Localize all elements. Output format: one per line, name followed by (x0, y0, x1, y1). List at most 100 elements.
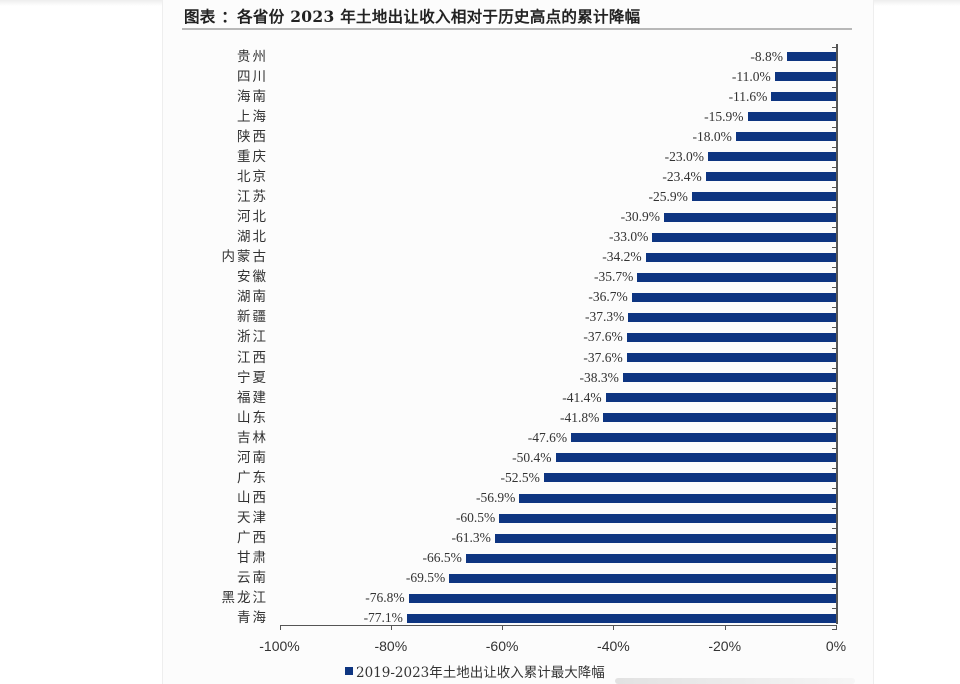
value-label: -41.4% (562, 389, 602, 405)
value-label: -25.9% (648, 188, 688, 204)
category-label: 宁夏 (237, 369, 268, 386)
y-tick (832, 66, 836, 68)
category-label: 广西 (237, 530, 268, 547)
x-tick (502, 625, 504, 630)
y-tick (832, 86, 836, 88)
value-label: -66.5% (422, 550, 462, 566)
bar (494, 533, 836, 543)
x-tick-label: 0% (825, 638, 847, 654)
value-label: -37.6% (583, 329, 623, 345)
category-label: 浙江 (237, 329, 268, 346)
y-axis-line (836, 44, 838, 624)
value-label: -69.5% (405, 570, 446, 586)
category-label: 吉林 (237, 429, 268, 446)
category-label: 重庆 (237, 148, 268, 165)
bar (543, 473, 836, 483)
bar (603, 413, 836, 423)
y-tick (832, 347, 836, 349)
bar (747, 112, 836, 122)
y-tick (832, 407, 836, 409)
y-tick (832, 247, 836, 249)
category-label: 新疆 (237, 309, 268, 326)
category-label: 黑龙江 (221, 590, 268, 607)
bar (519, 493, 836, 503)
category-label: 江西 (237, 349, 268, 366)
value-label: -23.4% (662, 168, 702, 184)
category-label: 湖南 (237, 289, 268, 306)
y-tick (832, 568, 836, 570)
value-label: -76.8% (365, 590, 405, 606)
bar (637, 272, 836, 282)
title-underline (182, 28, 852, 30)
category-label: 天津 (237, 510, 268, 527)
watermark (615, 678, 855, 684)
value-label: -11.6% (728, 88, 768, 104)
value-label: -33.0% (608, 229, 649, 245)
x-tick (613, 625, 615, 630)
category-label: 陕西 (237, 128, 268, 145)
value-label: -34.2% (602, 249, 642, 265)
y-tick (832, 186, 836, 188)
bar (691, 192, 836, 202)
value-label: -56.9% (475, 490, 516, 506)
category-label: 河北 (237, 209, 268, 226)
bar (499, 513, 836, 523)
y-tick (832, 106, 836, 108)
category-label: 广东 (237, 469, 268, 486)
category-label: 福建 (237, 389, 268, 406)
x-tick-label: -60% (485, 638, 519, 654)
value-label: -52.5% (500, 469, 540, 485)
category-label: 云南 (237, 570, 268, 587)
bar (771, 92, 836, 102)
category-label: 四川 (237, 68, 268, 85)
y-tick (832, 307, 836, 309)
bar (465, 553, 836, 563)
bar (645, 252, 836, 262)
bar (652, 232, 836, 242)
chart-title: 图表 ：各省份 2023 年土地出让收入相对于历史高点的累计降幅 (184, 7, 641, 26)
bar (664, 212, 836, 222)
legend-label: 2019-2023年土地出让收入累计最大降幅 (356, 665, 605, 681)
value-label: -61.3% (451, 530, 491, 546)
category-label: 海南 (237, 88, 268, 105)
value-label: -37.3% (585, 309, 625, 325)
y-tick (832, 327, 836, 329)
category-label: 江苏 (237, 188, 268, 205)
value-label: -77.1% (363, 610, 403, 626)
bar (626, 332, 836, 342)
y-tick (832, 427, 836, 429)
value-label: -50.4% (512, 449, 552, 465)
value-label: -38.3% (579, 369, 619, 385)
y-tick (832, 146, 836, 148)
y-tick (832, 287, 836, 289)
legend: 2019-2023年土地出让收入累计最大降幅 (345, 661, 605, 681)
bar (735, 132, 836, 142)
category-label: 上海 (237, 108, 268, 125)
bar (774, 72, 836, 82)
y-tick (832, 548, 836, 550)
value-label: -18.0% (692, 128, 732, 144)
y-tick (832, 628, 836, 630)
bar (631, 292, 836, 302)
y-tick (832, 227, 836, 229)
bar (628, 312, 836, 322)
bar (449, 573, 836, 583)
value-label: -23.0% (664, 148, 704, 164)
category-label: 湖北 (237, 229, 268, 246)
bar (705, 172, 836, 182)
y-tick (832, 488, 836, 490)
bar (787, 52, 836, 61)
x-tick-label: -80% (374, 638, 408, 654)
y-tick (832, 508, 836, 510)
x-tick (390, 625, 392, 630)
y-tick (832, 207, 836, 209)
y-tick (832, 608, 836, 610)
y-tick (832, 447, 836, 449)
x-tick (836, 625, 837, 630)
x-tick (724, 625, 726, 630)
category-label: 甘肃 (237, 550, 268, 567)
bar (708, 152, 836, 162)
value-label: -41.8% (560, 409, 600, 425)
category-label: 北京 (237, 168, 268, 185)
bar (408, 593, 836, 603)
